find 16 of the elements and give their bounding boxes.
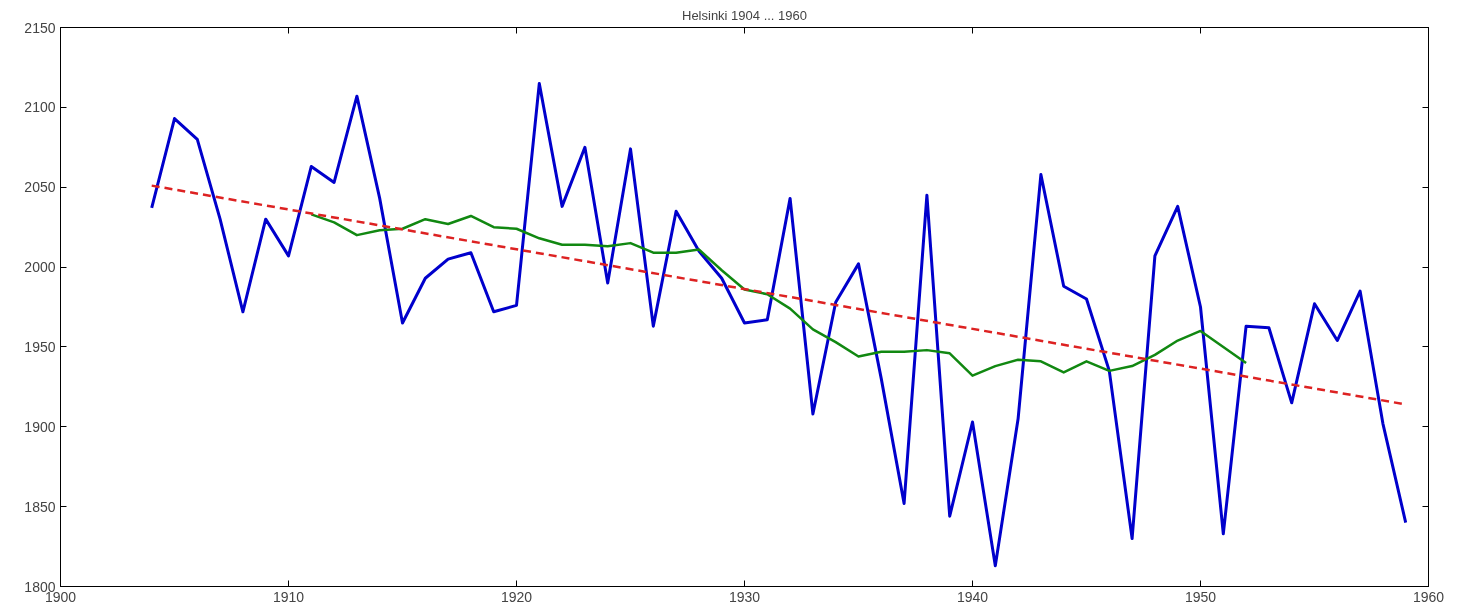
x-tick-label: 1920 [500,588,533,605]
y-tick-label: 1900 [24,418,56,435]
x-tick-label: 1940 [956,588,989,605]
y-tick-label: 1950 [24,338,56,355]
y-tick-label: 1850 [24,498,56,515]
x-tick-label: 1950 [1184,588,1217,605]
line-series [310,213,1248,377]
chart-title: Helsinki 1904 ... 1960 [681,7,808,23]
y-tick-label: 2050 [24,179,56,196]
x-tick-label: 1930 [728,588,761,605]
x-tick-label: 1910 [272,588,305,605]
x-tick-label: 1960 [1412,588,1445,605]
y-tick-label: 2150 [24,19,56,36]
y-tick-label: 2000 [24,259,56,276]
y-tick-label: 2100 [24,99,56,116]
line-series [150,81,1408,568]
